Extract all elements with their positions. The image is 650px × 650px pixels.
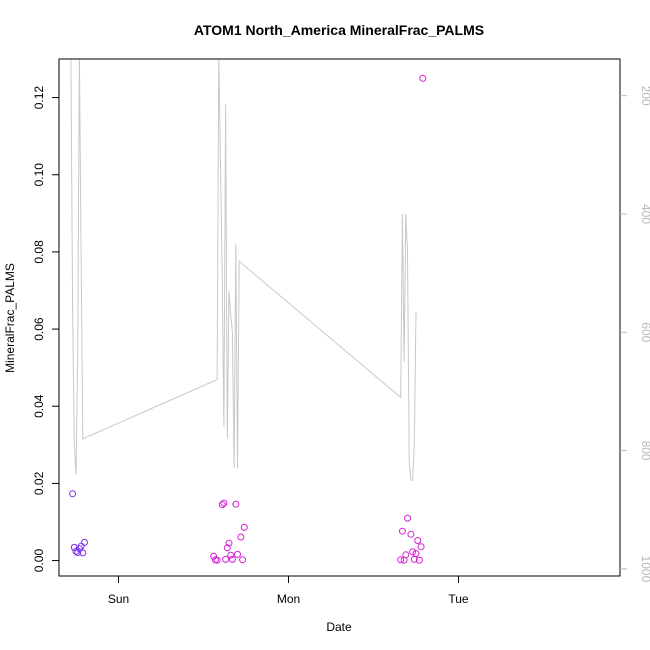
scatter-point <box>240 523 248 531</box>
scatter-point <box>232 500 240 508</box>
y2-tick-label: 600 <box>639 322 650 342</box>
plot-area <box>69 59 427 564</box>
scatter-point <box>213 556 221 564</box>
scatter-point <box>77 542 85 550</box>
scatter-point <box>398 527 406 535</box>
y2-tick-label: 400 <box>639 204 650 224</box>
y-axis: 0.00 0.02 0.04 0.06 0.08 0.10 0.12 <box>32 86 59 573</box>
chart-title: ATOM1 North_America MineralFrac_PALMS <box>194 22 484 38</box>
y2-tick-label: 1000 <box>639 556 650 583</box>
y-tick-label: 0.02 <box>32 471 46 495</box>
scatter-point <box>223 544 231 552</box>
x-axis: Sun Mon Tue <box>108 576 469 606</box>
scatter-point <box>74 549 82 556</box>
scatter-point <box>220 499 228 507</box>
y-tick-label: 0.08 <box>32 240 46 264</box>
scatter-point <box>417 543 425 551</box>
scatter-point <box>225 539 233 547</box>
x-tick-label: Mon <box>277 592 300 606</box>
scatter-point <box>409 548 417 556</box>
scatter-point <box>70 543 78 551</box>
scatter-point <box>81 538 88 546</box>
scatter-point <box>69 490 77 498</box>
scatter-point <box>397 556 405 564</box>
scatter-point <box>404 514 411 522</box>
y-tick-label: 0.10 <box>32 163 46 187</box>
scatter-point <box>402 551 410 559</box>
scatter-point <box>228 555 236 563</box>
x-tick-label: Sun <box>108 592 129 606</box>
y-tick-label: 0.06 <box>32 317 46 341</box>
scatter-point <box>79 549 87 557</box>
scatter-point <box>419 74 427 82</box>
series-line <box>70 59 417 481</box>
scatter-point <box>227 551 235 559</box>
y2-tick-label: 800 <box>639 441 650 461</box>
scatter-point <box>218 501 226 509</box>
y-tick-label: 0.00 <box>32 549 46 573</box>
y2-axis: 200 400 600 800 1000 <box>620 86 650 583</box>
plot-frame <box>58 58 621 577</box>
scatter-point <box>415 556 423 564</box>
scatter-point <box>412 550 420 558</box>
scatter-point <box>210 552 218 560</box>
y-tick-label: 0.12 <box>32 86 46 110</box>
scatter-point <box>407 530 415 538</box>
y-axis-label: MineralFrac_PALMS <box>3 263 17 373</box>
x-tick-label: Tue <box>448 592 469 606</box>
scatter-point <box>237 533 245 541</box>
scatter-point <box>222 555 230 563</box>
scatter-point <box>239 556 247 564</box>
scatter-point <box>234 550 241 558</box>
scatter-point <box>414 537 422 544</box>
x-axis-label: Date <box>326 620 352 634</box>
y2-tick-label: 200 <box>639 86 650 106</box>
y-tick-label: 0.04 <box>32 394 46 418</box>
